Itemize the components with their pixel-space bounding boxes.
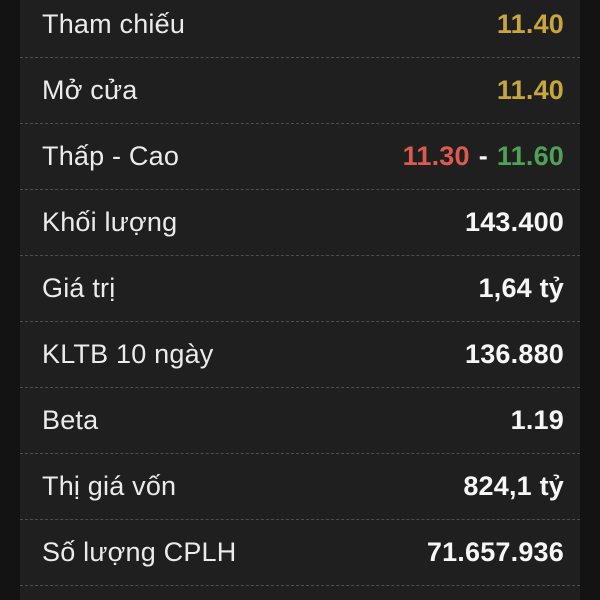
stat-label: Thấp - Cao: [42, 141, 180, 171]
stat-row-khoi-luong: Khối lượng 143.400: [20, 190, 580, 256]
stat-row-kltb-10-ngay: KLTB 10 ngày 136.880: [20, 322, 580, 388]
stat-value: 11.40: [496, 75, 564, 105]
stat-label: Beta: [42, 405, 99, 435]
stat-row-thi-gia-von: Thị giá vốn 824,1 tỷ: [20, 454, 580, 520]
stat-row-gia-tri: Giá trị 1,64 tỷ: [20, 256, 580, 322]
stat-value: 71.657.936: [426, 537, 564, 567]
stat-label: Số lượng CPLH: [42, 537, 237, 567]
range-separator: -: [478, 141, 488, 171]
stat-row-mo-cua: Mở cửa 11.40: [20, 58, 580, 124]
stat-label: KLTB 10 ngày: [42, 339, 214, 369]
stat-label: Tham chiếu: [42, 9, 186, 39]
high-value: 11.60: [496, 141, 564, 171]
stat-value: 136.880: [465, 339, 564, 369]
stat-row-beta: Beta 1.19: [20, 388, 580, 454]
low-value: 11.30: [402, 141, 470, 171]
stat-value: 824,1 tỷ: [463, 471, 564, 501]
stat-label: Thị giá vốn: [42, 471, 177, 501]
stat-row-so-luong-cplh: Số lượng CPLH 71.657.936: [20, 520, 580, 586]
stock-stats-panel: Tham chiếu 11.40 Mở cửa 11.40 Thấp - Cao…: [20, 0, 580, 600]
stat-value-range: 11.30 - 11.60: [403, 143, 564, 170]
stats-list: Tham chiếu 11.40 Mở cửa 11.40 Thấp - Cao…: [20, 0, 580, 586]
stat-label: Khối lượng: [42, 207, 178, 237]
stat-label: Mở cửa: [42, 75, 138, 105]
stat-value: 1,64 tỷ: [478, 273, 564, 303]
stat-value: 143.400: [465, 207, 564, 237]
stat-value: 1.19: [510, 405, 564, 435]
stat-row-thap-cao: Thấp - Cao 11.30 - 11.60: [20, 124, 580, 190]
stat-row-tham-chieu: Tham chiếu 11.40: [20, 0, 580, 58]
stat-label: Giá trị: [42, 273, 116, 303]
stat-value: 11.40: [496, 9, 564, 39]
